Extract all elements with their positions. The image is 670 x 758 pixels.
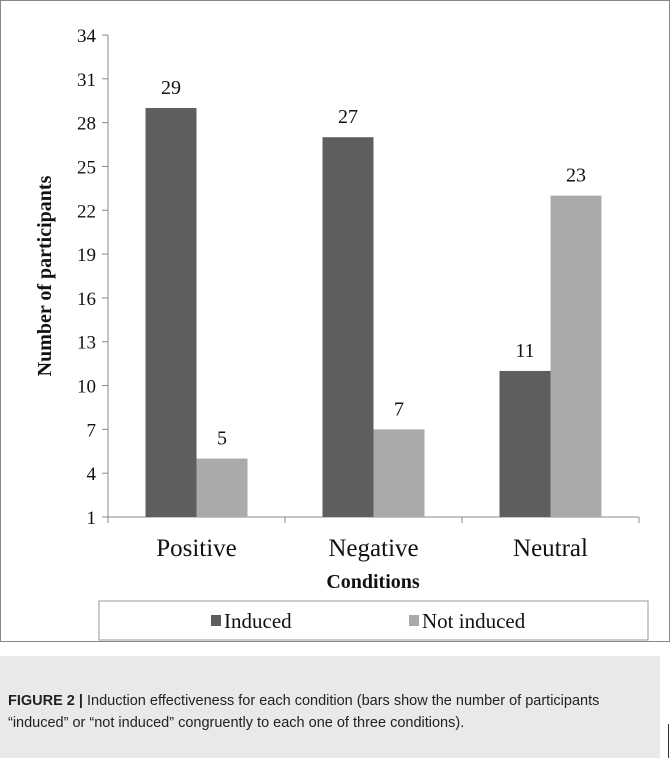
bar-induced xyxy=(145,108,197,517)
bar-chart: 1 4 7 10 13 16 19 22 25 28 31 34 29 27 11 5 7 23 Positive N… xyxy=(34,26,649,641)
figure-caption: FIGURE 2 | Induction effectiveness for e… xyxy=(0,656,660,758)
caption-label: FIGURE 2 | xyxy=(8,693,83,709)
y-tick-label: 25 xyxy=(77,157,96,178)
plot-area: 1 4 7 10 13 16 19 22 25 28 31 34 29 27 11 5 7 23 Positive N… xyxy=(34,26,649,641)
legend-swatch xyxy=(409,615,419,626)
x-axis-title: Conditions xyxy=(326,571,420,593)
y-tick-label: 22 xyxy=(77,201,96,222)
data-label: 5 xyxy=(217,428,227,450)
bar-not-induced xyxy=(196,458,248,517)
caption-body: Induction effectiveness for each conditi… xyxy=(8,693,600,731)
y-tick-label: 13 xyxy=(77,333,96,354)
x-category-label: Positive xyxy=(156,535,237,562)
x-category-label: Negative xyxy=(328,535,418,562)
data-label: 23 xyxy=(566,165,586,187)
bar-not-induced xyxy=(550,195,602,517)
y-axis-title: Number of participants xyxy=(34,175,56,376)
data-label: 29 xyxy=(161,77,181,99)
y-tick-label: 31 xyxy=(77,70,96,91)
y-tick-label: 4 xyxy=(87,464,97,485)
bar-not-induced xyxy=(373,429,425,517)
bar-induced xyxy=(499,370,551,517)
y-tick-label: 16 xyxy=(77,289,96,310)
data-label: 11 xyxy=(515,340,534,362)
figure-frame: 1 4 7 10 13 16 19 22 25 28 31 34 29 27 11 5 7 23 Positive N… xyxy=(0,0,670,642)
y-tick-label: 10 xyxy=(77,377,96,398)
y-tick-label: 34 xyxy=(77,26,97,47)
legend-swatch xyxy=(211,615,221,626)
data-label: 27 xyxy=(338,106,358,128)
legend-box xyxy=(98,600,649,641)
y-tick-label: 1 xyxy=(87,508,97,529)
caption-text: FIGURE 2 | Induction effectiveness for e… xyxy=(8,690,648,734)
y-tick-label: 7 xyxy=(87,420,97,441)
legend-label: Induced xyxy=(224,609,292,633)
x-category-label: Neutral xyxy=(513,535,588,562)
data-label: 7 xyxy=(394,398,404,420)
legend-label: Not induced xyxy=(422,609,526,633)
bar-induced xyxy=(322,137,374,517)
caption-rule xyxy=(668,724,669,758)
y-tick-label: 28 xyxy=(77,114,96,135)
y-tick-label: 19 xyxy=(77,245,96,266)
